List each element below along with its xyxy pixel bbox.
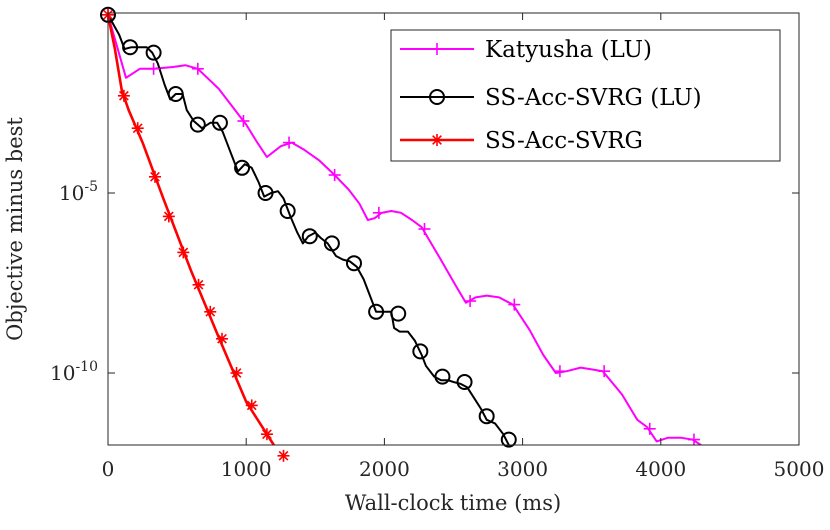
- x-axis-title: Wall-clock time (ms): [345, 491, 561, 515]
- series-1-marker-2: [145, 44, 162, 61]
- series-line-0: [108, 14, 703, 445]
- series-2-marker-2: [131, 122, 144, 135]
- series-2-marker-6: [192, 278, 205, 291]
- series-1-marker-11: [345, 255, 362, 272]
- x-tick-label-3: 3000: [497, 457, 548, 481]
- series-0-marker-10: [553, 365, 566, 378]
- x-tick-label-4: 4000: [635, 457, 686, 481]
- series-1-marker-1: [122, 39, 139, 56]
- legend-marker-2: [431, 134, 443, 146]
- x-tick-label-5: 5000: [774, 457, 825, 481]
- series-2-marker-3: [148, 170, 161, 183]
- series-1-marker-3: [167, 86, 184, 102]
- series-2-marker-10: [245, 399, 258, 412]
- legend-marker-1: [429, 89, 445, 105]
- series-1-marker-18: [500, 431, 517, 448]
- series-0-marker-2: [191, 62, 204, 75]
- series-2-marker-9: [230, 367, 243, 379]
- series-0-marker-4: [283, 136, 296, 149]
- plot-frame: [107, 12, 800, 446]
- series-line-2: [108, 14, 276, 445]
- series-0-marker-1: [147, 62, 160, 75]
- series-2-marker-11: [260, 428, 273, 441]
- y-tick-label-0: 10-5: [59, 179, 98, 205]
- x-tick-label-1: 1000: [221, 457, 272, 481]
- series-1-marker-15: [434, 368, 451, 385]
- series-1-marker-5: [211, 114, 228, 131]
- y-axis-title: Objective minus best: [3, 117, 27, 341]
- series-1-marker-17: [478, 408, 495, 425]
- legend-label-1: SS-Acc-SVRG (LU): [485, 85, 702, 111]
- series-2-marker-5: [177, 246, 190, 259]
- legend-label-2: SS-Acc-SVRG: [485, 128, 643, 154]
- series-0-marker-3: [237, 115, 250, 127]
- series-1-marker-4: [189, 116, 206, 133]
- series-1-marker-16: [456, 374, 473, 390]
- series-1-marker-13: [390, 305, 407, 322]
- y-tick-label-1: 10-10: [50, 359, 98, 385]
- series-0-marker-9: [508, 298, 521, 311]
- series-1-marker-9: [301, 228, 318, 245]
- series-2-marker-12: [277, 449, 290, 462]
- legend-label-0: Katyusha (LU): [485, 37, 652, 63]
- series-0-marker-11: [598, 365, 611, 378]
- x-axis-ticks: 0 1000 2000 3000 4000 5000: [102, 13, 825, 481]
- series-1-marker-12: [368, 303, 385, 320]
- series-2-marker-1: [117, 89, 130, 102]
- series-0-marker-13: [687, 433, 700, 446]
- y-axis-ticks: 10-5 10-10: [50, 179, 799, 385]
- series-2-marker-8: [216, 332, 229, 345]
- x-tick-label-2: 2000: [359, 457, 410, 481]
- series-2-marker-4: [162, 210, 175, 223]
- series-1-marker-7: [257, 185, 274, 201]
- series-1-marker-14: [412, 343, 429, 360]
- legend: Katyusha (LU) SS-Acc-SVRG (LU) SS-Acc-SVRG: [390, 29, 781, 162]
- series-0-marker-5: [328, 169, 341, 181]
- series-1-marker-6: [234, 159, 251, 176]
- x-tick-label-0: 0: [102, 457, 115, 481]
- legend-marker-0: [431, 43, 443, 55]
- series-layer: [108, 14, 703, 445]
- series-0-marker-7: [418, 223, 431, 235]
- series-0-marker-6: [372, 206, 385, 219]
- series-1-marker-10: [323, 235, 340, 252]
- series-2-marker-7: [204, 305, 217, 318]
- series-0-marker-8: [464, 295, 477, 307]
- series-line-1: [108, 14, 510, 445]
- marker-layer: [100, 6, 700, 462]
- series-1-marker-8: [279, 203, 296, 219]
- series-0-marker-12: [643, 422, 656, 435]
